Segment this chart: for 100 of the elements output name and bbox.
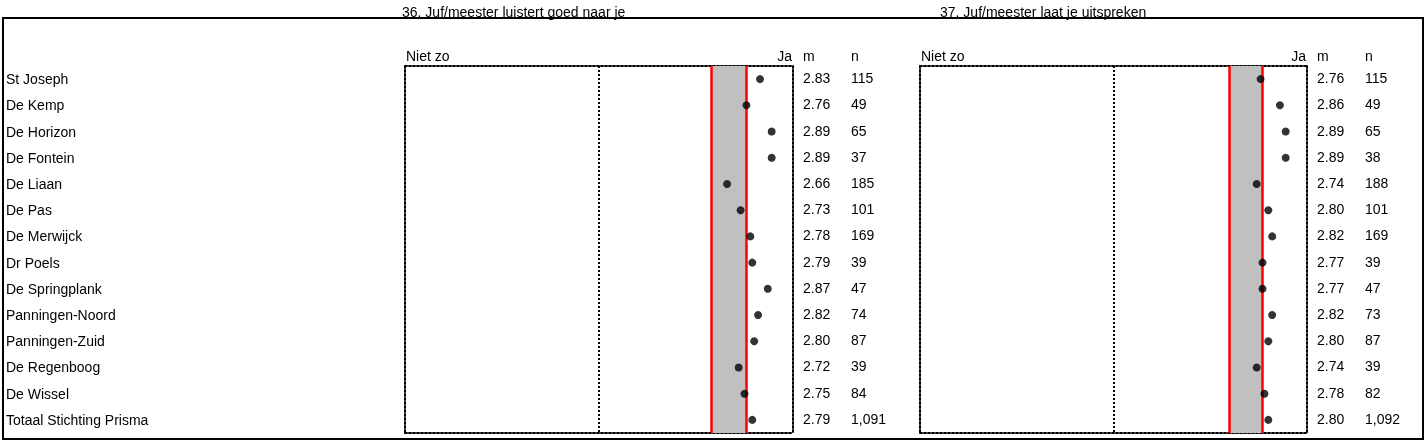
data-label: 2.78 (1317, 384, 1345, 401)
y-tick-label: Dr Poels (6, 254, 60, 271)
text: 37 (851, 148, 867, 165)
y-tick-label: St Joseph (6, 71, 69, 88)
data-label: 2.82 (803, 306, 831, 323)
data-label: 2.80 (1317, 410, 1345, 427)
y-tick-label: Totaal Stichting Prisma (6, 411, 149, 428)
data-label: 2.79 (803, 410, 831, 427)
data-label: 2.86 (1317, 96, 1345, 113)
text: 65 (851, 122, 867, 139)
data-label: 2.89 (1317, 148, 1345, 165)
text: 39 (851, 253, 867, 270)
point (1268, 232, 1277, 241)
point (767, 153, 776, 162)
text: 38 (1365, 148, 1381, 165)
text: 188 (1365, 174, 1389, 191)
point (754, 311, 763, 320)
text: 101 (851, 201, 875, 218)
data-label: 2.77 (1317, 253, 1345, 270)
data-label: 2.80 (803, 332, 831, 349)
text: 39 (1365, 253, 1381, 270)
text: 101 (1365, 201, 1389, 218)
text: 82 (1365, 384, 1381, 401)
y-tick-label: De Horizon (6, 123, 77, 140)
point (767, 127, 776, 136)
data-label: 2.89 (1317, 122, 1345, 139)
point (748, 415, 757, 424)
text: m (803, 48, 815, 64)
data-label: 2.87 (803, 279, 831, 296)
data-label: 2.76 (1317, 70, 1345, 87)
point (1264, 415, 1273, 424)
y-tick-label: De Wissel (6, 385, 70, 402)
point (734, 363, 743, 372)
point (1268, 311, 1277, 320)
data-label: 2.78 (803, 227, 831, 244)
text: 47 (851, 279, 867, 296)
text: 47 (1365, 279, 1381, 296)
y-tick-label: De Merwijck (6, 228, 84, 245)
data-label: 2.83 (803, 70, 831, 87)
text: 87 (1365, 332, 1381, 349)
text: n (1365, 48, 1373, 64)
y-tick-label: De Pas (6, 202, 52, 219)
point (1252, 363, 1261, 372)
text: 39 (851, 358, 867, 375)
text: Ja (1291, 48, 1307, 64)
text: 1,091 (851, 410, 887, 427)
text: 74 (851, 306, 867, 323)
data-label: 2.80 (1317, 201, 1345, 218)
data-label: 2.76 (803, 96, 831, 113)
data-label: 2.80 (1317, 332, 1345, 349)
text: 49 (851, 96, 867, 113)
data-label: 2.82 (1317, 306, 1345, 323)
data-label: 2.72 (803, 358, 831, 375)
y-tick-label: De Springplank (6, 280, 103, 297)
text: 65 (1365, 122, 1381, 139)
data-label: 2.74 (1317, 358, 1345, 375)
point (1281, 153, 1290, 162)
text: 115 (851, 70, 874, 87)
data-label: 2.89 (803, 148, 831, 165)
point (756, 75, 765, 84)
y-tick-label: De Liaan (6, 175, 63, 192)
y-tick-label: Panningen-Zuid (6, 333, 105, 350)
text: Niet zo (921, 48, 965, 64)
text: n (851, 48, 859, 64)
point (1264, 206, 1273, 215)
y-tick-label: De Kemp (6, 97, 65, 114)
y-tick-label: Panningen-Noord (6, 307, 116, 324)
y-tick-label: De Fontein (6, 149, 75, 166)
data-label: 2.66 (803, 174, 831, 191)
data-label: 2.74 (1317, 174, 1345, 191)
point (746, 232, 755, 241)
point (1252, 179, 1261, 188)
data-label: 2.89 (803, 122, 831, 139)
point (740, 389, 749, 398)
text: 1,092 (1365, 410, 1401, 427)
text: Niet zo (406, 48, 450, 64)
point (748, 258, 757, 267)
text: 115 (1365, 70, 1388, 87)
point (1281, 127, 1290, 136)
point (1264, 337, 1273, 346)
y-tick-label: De Regenboog (6, 359, 101, 376)
data-label: 2.75 (803, 384, 831, 401)
text: 169 (1365, 227, 1389, 244)
point (1256, 75, 1265, 84)
point (750, 337, 759, 346)
point (742, 101, 751, 110)
text: 49 (1365, 96, 1381, 113)
text: 73 (1365, 306, 1381, 323)
point (1260, 389, 1269, 398)
point (1258, 284, 1267, 293)
data-label: 2.77 (1317, 279, 1345, 296)
point (736, 206, 745, 215)
data-label: 2.79 (803, 253, 831, 270)
text: 39 (1365, 358, 1381, 375)
text: 185 (851, 174, 875, 191)
point (1275, 101, 1284, 110)
text: 169 (851, 227, 875, 244)
point (763, 284, 772, 293)
data-label: 2.73 (803, 201, 831, 218)
text: 84 (851, 384, 867, 401)
